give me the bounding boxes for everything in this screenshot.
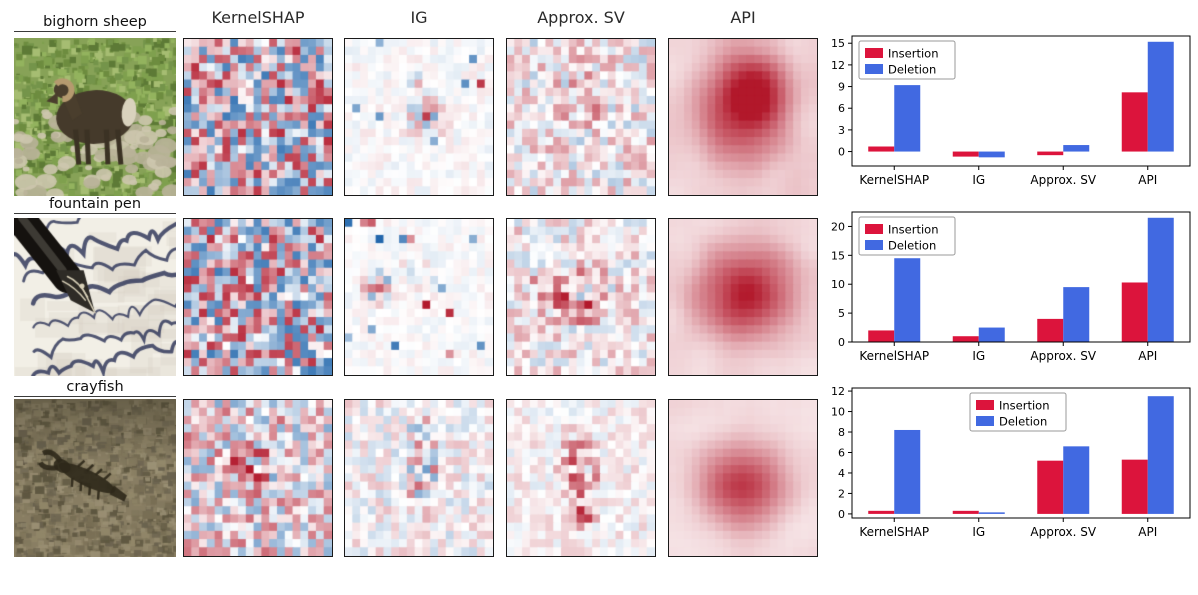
heatmap-bighorn-sheep-ig [344, 38, 494, 196]
bar-chart-bighorn-sheep: 0 3 6 9 12 15 KernelSHAP IG Approx. SV API Inserti… [831, 35, 1191, 187]
svg-text:Deletion: Deletion [888, 239, 936, 253]
svg-text:12: 12 [831, 59, 845, 72]
svg-text:2: 2 [838, 487, 845, 500]
svg-text:20: 20 [831, 220, 845, 233]
row-label-fountain-pen: fountain pen [14, 196, 176, 214]
svg-text:IG: IG [972, 349, 985, 363]
svg-text:5: 5 [838, 307, 845, 320]
column-header-api: API [730, 8, 756, 27]
heatmap-bighorn-sheep-kernelshap [183, 38, 333, 196]
heatmap-bighorn-sheep-approx-sv [506, 38, 656, 196]
heatmap-crayfish-api [668, 399, 818, 557]
svg-text:Insertion: Insertion [888, 223, 939, 237]
svg-text:12: 12 [831, 385, 845, 398]
svg-text:IG: IG [972, 173, 985, 187]
svg-text:Approx. SV: Approx. SV [1030, 349, 1096, 363]
svg-text:9: 9 [838, 81, 845, 94]
svg-text:0: 0 [838, 146, 845, 159]
svg-text:API: API [1138, 173, 1157, 187]
heatmap-crayfish-kernelshap [183, 399, 333, 557]
svg-text:KernelSHAP: KernelSHAP [859, 349, 929, 363]
svg-text:Approx. SV: Approx. SV [1030, 525, 1096, 539]
row-label-bighorn-sheep: bighorn sheep [14, 14, 176, 32]
row-label-crayfish: crayfish [14, 379, 176, 397]
svg-text:Deletion: Deletion [888, 63, 936, 77]
photo-bighorn-sheep [14, 38, 176, 196]
svg-text:API: API [1138, 525, 1157, 539]
svg-text:API: API [1138, 349, 1157, 363]
column-header-approx-sv: Approx. SV [537, 8, 625, 27]
svg-text:KernelSHAP: KernelSHAP [859, 173, 929, 187]
svg-text:Approx. SV: Approx. SV [1030, 173, 1096, 187]
heatmap-fountain-pen-api [668, 218, 818, 376]
svg-text:0: 0 [838, 508, 845, 521]
svg-text:15: 15 [831, 37, 845, 50]
svg-text:10: 10 [831, 278, 845, 291]
bar-chart-crayfish: 0 2 4 6 8 10 12 KernelSHAP IG Approx. SV API Insert… [831, 385, 1191, 539]
heatmap-crayfish-ig [344, 399, 494, 557]
column-header-ig: IG [410, 8, 428, 27]
photo-fountain-pen [14, 218, 176, 376]
svg-text:15: 15 [831, 249, 845, 262]
column-header-kernelshap: KernelSHAP [211, 8, 305, 27]
heatmap-fountain-pen-ig [344, 218, 494, 376]
svg-text:Deletion: Deletion [999, 415, 1047, 429]
svg-text:KernelSHAP: KernelSHAP [859, 525, 929, 539]
heatmap-crayfish-approx-sv [506, 399, 656, 557]
bar-chart-fountain-pen: 0 5 10 15 20 KernelSHAP IG Approx. SV API Inserti… [831, 211, 1191, 363]
svg-text:Insertion: Insertion [888, 47, 939, 61]
svg-text:0: 0 [838, 336, 845, 349]
svg-text:3: 3 [838, 124, 845, 137]
svg-text:Insertion: Insertion [999, 399, 1050, 413]
svg-text:6: 6 [838, 446, 845, 459]
photo-crayfish [14, 399, 176, 557]
svg-text:IG: IG [972, 525, 985, 539]
heatmap-fountain-pen-kernelshap [183, 218, 333, 376]
heatmap-bighorn-sheep-api [668, 38, 818, 196]
svg-text:6: 6 [838, 102, 845, 115]
svg-text:4: 4 [838, 467, 845, 480]
svg-text:8: 8 [838, 426, 845, 439]
heatmap-fountain-pen-approx-sv [506, 218, 656, 376]
svg-text:10: 10 [831, 406, 845, 419]
